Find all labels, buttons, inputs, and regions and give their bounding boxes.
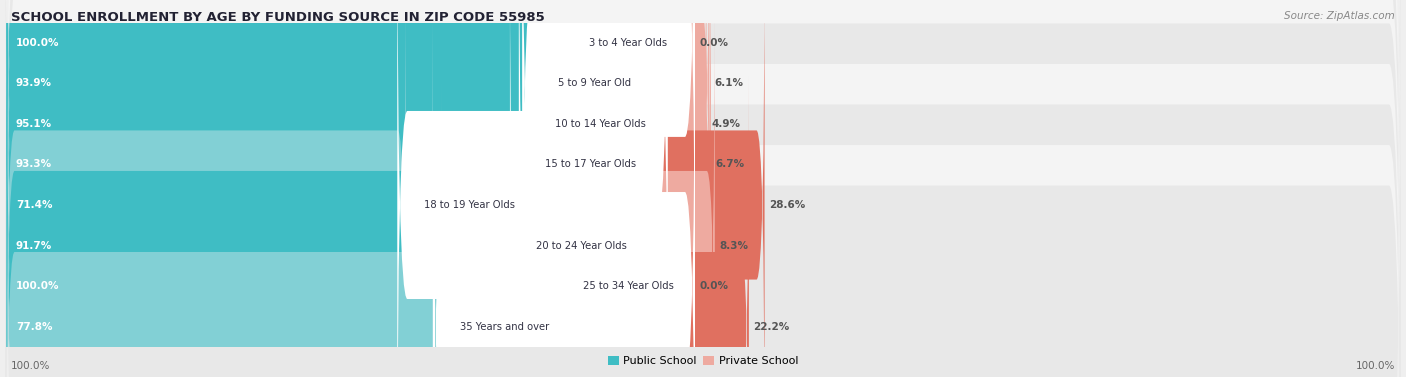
FancyBboxPatch shape (7, 0, 406, 377)
FancyBboxPatch shape (664, 0, 706, 374)
FancyBboxPatch shape (555, 0, 695, 377)
Text: 93.9%: 93.9% (15, 78, 52, 89)
Text: 91.7%: 91.7% (15, 241, 52, 251)
Text: 100.0%: 100.0% (15, 281, 59, 291)
FancyBboxPatch shape (533, 0, 765, 377)
Text: 100.0%: 100.0% (15, 38, 59, 48)
FancyBboxPatch shape (433, 15, 572, 377)
Text: 28.6%: 28.6% (769, 200, 806, 210)
Text: 0.0%: 0.0% (699, 38, 728, 48)
FancyBboxPatch shape (645, 0, 714, 377)
FancyBboxPatch shape (6, 0, 1400, 377)
Text: 77.8%: 77.8% (15, 322, 52, 332)
FancyBboxPatch shape (7, 37, 564, 377)
FancyBboxPatch shape (555, 0, 695, 354)
FancyBboxPatch shape (6, 0, 1400, 377)
Text: 25 to 34 Year Olds: 25 to 34 Year Olds (582, 281, 673, 291)
FancyBboxPatch shape (6, 0, 1400, 377)
Text: 3 to 4 Year Olds: 3 to 4 Year Olds (589, 38, 666, 48)
Legend: Public School, Private School: Public School, Private School (603, 351, 803, 371)
Text: 4.9%: 4.9% (711, 119, 740, 129)
FancyBboxPatch shape (658, 0, 710, 333)
FancyBboxPatch shape (519, 0, 658, 377)
FancyBboxPatch shape (522, 0, 661, 377)
FancyBboxPatch shape (510, 0, 650, 377)
Text: 10 to 14 Year Olds: 10 to 14 Year Olds (555, 119, 647, 129)
FancyBboxPatch shape (6, 0, 1400, 377)
FancyBboxPatch shape (7, 0, 537, 374)
Text: 6.1%: 6.1% (714, 78, 742, 89)
Text: 6.7%: 6.7% (716, 159, 745, 170)
Text: 100.0%: 100.0% (11, 361, 51, 371)
Text: 8.3%: 8.3% (720, 241, 748, 251)
Text: 18 to 19 Year Olds: 18 to 19 Year Olds (423, 200, 515, 210)
Text: 22.2%: 22.2% (754, 322, 790, 332)
FancyBboxPatch shape (7, 0, 564, 293)
FancyBboxPatch shape (7, 77, 441, 377)
Text: Source: ZipAtlas.com: Source: ZipAtlas.com (1284, 11, 1395, 21)
Text: 20 to 24 Year Olds: 20 to 24 Year Olds (537, 241, 627, 251)
Text: 5 to 9 Year Old: 5 to 9 Year Old (558, 78, 631, 89)
FancyBboxPatch shape (7, 0, 530, 333)
FancyBboxPatch shape (6, 0, 1400, 377)
FancyBboxPatch shape (7, 0, 519, 377)
FancyBboxPatch shape (398, 0, 536, 377)
Text: 35 Years and over: 35 Years and over (460, 322, 550, 332)
Text: 15 to 17 Year Olds: 15 to 17 Year Olds (546, 159, 637, 170)
FancyBboxPatch shape (6, 0, 1400, 377)
Text: 95.1%: 95.1% (15, 119, 52, 129)
Text: SCHOOL ENROLLMENT BY AGE BY FUNDING SOURCE IN ZIP CODE 55985: SCHOOL ENROLLMENT BY AGE BY FUNDING SOUR… (11, 11, 546, 24)
Text: 100.0%: 100.0% (1355, 361, 1395, 371)
FancyBboxPatch shape (6, 0, 1400, 377)
FancyBboxPatch shape (7, 0, 527, 377)
Text: 71.4%: 71.4% (15, 200, 52, 210)
Text: 0.0%: 0.0% (699, 281, 728, 291)
FancyBboxPatch shape (654, 0, 711, 377)
FancyBboxPatch shape (6, 0, 1400, 377)
Text: 93.3%: 93.3% (15, 159, 52, 170)
FancyBboxPatch shape (568, 77, 749, 377)
FancyBboxPatch shape (529, 0, 668, 377)
